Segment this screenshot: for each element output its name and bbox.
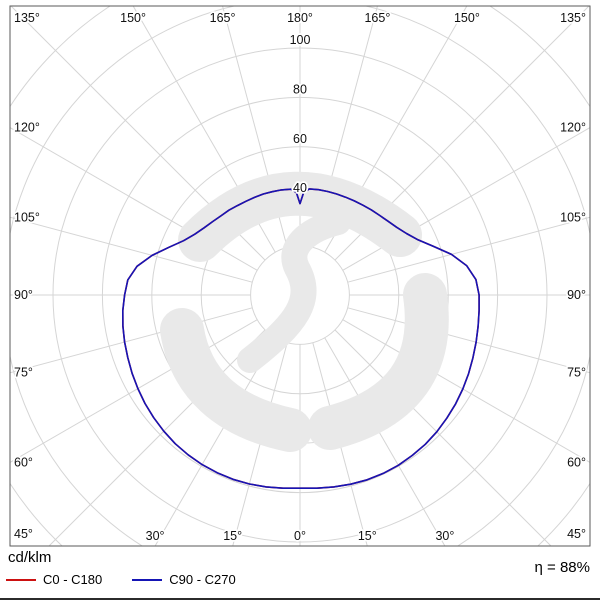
legend-item-c90-c270: C90 - C270 bbox=[132, 572, 236, 587]
chart-frame bbox=[9, 5, 591, 547]
svg-text:45°: 45° bbox=[567, 527, 586, 541]
svg-text:120°: 120° bbox=[560, 121, 586, 135]
legend-item-c0-c180: C0 - C180 bbox=[6, 572, 102, 587]
svg-text:40: 40 bbox=[293, 181, 307, 195]
watermark-logo bbox=[160, 171, 449, 452]
ring-value-labels: 40 60 80 100 bbox=[288, 31, 312, 197]
svg-text:100: 100 bbox=[290, 33, 311, 47]
c90-c270-line-swatch bbox=[132, 578, 163, 581]
gamma-angle-labels: 0° 15° 15° 30° 30° 45° 45° 60° 60° 75° 75° 90° 90° 10… bbox=[12, 9, 588, 545]
svg-text:165°: 165° bbox=[364, 11, 390, 25]
c0-c180-line-swatch bbox=[6, 578, 36, 581]
unit-label: cd/klm bbox=[8, 549, 52, 566]
svg-text:150°: 150° bbox=[454, 11, 480, 25]
svg-text:90°: 90° bbox=[567, 288, 586, 302]
svg-text:105°: 105° bbox=[560, 210, 586, 224]
svg-text:30°: 30° bbox=[146, 529, 165, 543]
intensity-curves bbox=[122, 188, 480, 489]
svg-text:15°: 15° bbox=[223, 529, 242, 543]
efficiency-label: η = 88% bbox=[534, 559, 590, 576]
svg-text:120°: 120° bbox=[14, 121, 40, 135]
svg-text:60: 60 bbox=[293, 132, 307, 146]
svg-text:75°: 75° bbox=[14, 366, 33, 380]
polar-intensity-chart: 40 60 80 100 0° 15° 15° 30° 30° 45° 45° 60° 60° 75° 75… bbox=[9, 5, 591, 547]
svg-text:105°: 105° bbox=[14, 210, 40, 224]
svg-text:90°: 90° bbox=[14, 288, 33, 302]
svg-text:60°: 60° bbox=[14, 455, 33, 469]
legend-label-c90-c270: C90 - C270 bbox=[169, 572, 236, 587]
svg-text:60°: 60° bbox=[567, 455, 586, 469]
svg-text:75°: 75° bbox=[567, 366, 586, 380]
legend-row: C0 - C180 C90 - C270 bbox=[6, 572, 236, 587]
svg-text:30°: 30° bbox=[435, 529, 454, 543]
svg-text:0°: 0° bbox=[294, 529, 306, 543]
svg-text:135°: 135° bbox=[560, 11, 586, 25]
svg-text:45°: 45° bbox=[14, 527, 33, 541]
curve-C90-C270 bbox=[122, 188, 480, 489]
legend-bar: cd/klm C0 - C180 C90 - C270 η = 88% bbox=[0, 548, 600, 598]
legend-label-c0-c180: C0 - C180 bbox=[43, 572, 103, 587]
svg-text:80: 80 bbox=[293, 82, 307, 96]
svg-text:15°: 15° bbox=[358, 529, 377, 543]
svg-text:135°: 135° bbox=[14, 11, 40, 25]
svg-text:165°: 165° bbox=[210, 11, 236, 25]
polar-chart-area: 40 60 80 100 0° 15° 15° 30° 30° 45° 45° 60° 60° 75° 75… bbox=[9, 5, 591, 547]
svg-text:180°: 180° bbox=[287, 11, 313, 25]
svg-text:150°: 150° bbox=[120, 11, 146, 25]
